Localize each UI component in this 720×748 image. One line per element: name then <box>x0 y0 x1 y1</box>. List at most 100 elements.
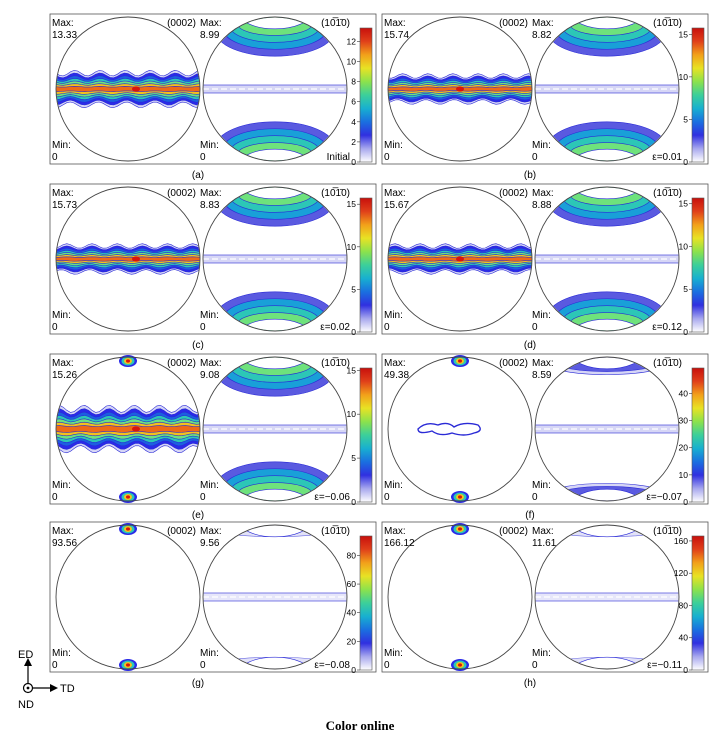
panel-d-prism-min-value: 0 <box>532 322 538 333</box>
panel-b-prism-max-label: Max: <box>532 18 554 29</box>
panel-e-basal-c-pole <box>126 495 130 499</box>
panel-g-basal-min-label: Min: <box>52 648 71 659</box>
panel-e-prism-max-label: Max: <box>200 358 222 369</box>
td-arrowhead <box>50 684 58 692</box>
panel-b-basal-band <box>388 73 532 105</box>
panel-f-prism-max-label: Max: <box>532 358 554 369</box>
panel-f-basal-min-value: 0 <box>384 492 390 503</box>
panel-c-basal-plane: (0002) <box>167 188 196 199</box>
panel-h-colorbar-tick-label: 120 <box>674 568 688 578</box>
panel-d-colorbar-tick-label: 10 <box>679 241 689 251</box>
panel-f-basal-max-value: 49.38 <box>384 370 409 381</box>
panel-h-basal-c-pole <box>458 527 462 531</box>
panel-h-basal-min-value: 0 <box>384 660 390 671</box>
panel-g-basal-max-label: Max: <box>52 526 74 537</box>
panel-c-basal-contour <box>56 256 200 262</box>
panel-c-prism-min-label: Min: <box>200 310 219 321</box>
panel-c: Max:15.73(0002)Min:0Max:8.83(10̅1̄0)Min:… <box>49 183 377 351</box>
panel-c-prism-cap-hole <box>238 187 312 200</box>
panel-b-basal-min-label: Min: <box>384 140 403 151</box>
panel-f-basal-bg <box>388 357 532 501</box>
panel-a-basal-contour <box>56 85 200 93</box>
panel-a-colorbar-tick-label: 10 <box>347 56 357 66</box>
panel-a-colorbar-tick-label: 4 <box>351 117 356 127</box>
panel-f-basal-min-label: Min: <box>384 480 403 491</box>
panel-a-colorbar <box>359 27 373 163</box>
panel-f-colorbar <box>691 367 705 503</box>
panel-g: Max:93.56(0002)Min:0Max:9.56(10̅1̄0)Min:… <box>49 521 377 689</box>
panel-d-basal-min-label: Min: <box>384 310 403 321</box>
panel-a-colorbar-tick-label: 8 <box>351 77 356 87</box>
panel-d-prism-plane: (10̅1̄0) <box>653 187 682 199</box>
panel-g-colorbar-tick-label: 0 <box>351 665 356 675</box>
panel-a-colorbar-tick-label: 6 <box>351 97 356 107</box>
panel-f-colorbar-tick-label: 0 <box>683 497 688 507</box>
panel-e-prism-cap-hole <box>238 357 312 370</box>
panel-c-basal-max-value: 15.73 <box>52 200 77 211</box>
panel-a-colorbar-tick-label: 12 <box>347 36 357 46</box>
panel-c-basal-max-spot <box>132 256 140 262</box>
panel-a-prism-min-value: 0 <box>200 152 206 163</box>
panel-h-prism-cap-hole <box>570 525 644 538</box>
panel-b-basal-max-spot <box>456 86 464 92</box>
panel-a-prism-circle <box>202 16 348 162</box>
nd-dot <box>26 686 30 690</box>
panel-e-colorbar-tick-label: 0 <box>351 497 356 507</box>
panel-a-basal-max-value: 13.33 <box>52 30 77 41</box>
panel-c-basal-min-value: 0 <box>52 322 58 333</box>
panel-d-colorbar <box>691 197 705 333</box>
panel-g-colorbar <box>359 535 373 671</box>
panel-h-prism-min-value: 0 <box>532 660 538 671</box>
panel-c-prism-max-label: Max: <box>200 188 222 199</box>
panel-g-basal-plane: (0002) <box>167 526 196 537</box>
panel-f-colorbar-tick-label: 30 <box>679 416 689 426</box>
panel-d-prism-max-label: Max: <box>532 188 554 199</box>
panel-h-prism-min-label: Min: <box>532 648 551 659</box>
ed-arrowhead <box>24 658 32 666</box>
panel-b: Max:15.74(0002)Min:0Max:8.82(10̅1̄0)Min:… <box>381 13 709 181</box>
panel-f-colorbar-tick-label: 40 <box>679 388 689 398</box>
panel-b-strain-label: ε=0.01 <box>652 152 682 163</box>
panel-e-prism-min-label: Min: <box>200 480 219 491</box>
panel-c-basal-min-label: Min: <box>52 310 71 321</box>
panel-c-prism-cap-hole <box>238 318 312 331</box>
panel-f: Max:49.38(0002)Min:0Max:8.59(10̅1̄0)Min:… <box>381 353 709 521</box>
panel-c-colorbar-tick-label: 10 <box>347 242 357 252</box>
panel-b-prism-max-value: 8.82 <box>532 30 552 41</box>
panel-a-prism-cap-hole <box>238 148 312 161</box>
panel-g-prism-circle <box>202 524 348 670</box>
panel-a-prism-max-value: 8.99 <box>200 30 220 41</box>
panel-e-prism-min-value: 0 <box>200 492 206 503</box>
panel-h-label: (h) <box>524 678 536 689</box>
panel-a-basal-min-label: Min: <box>52 140 71 151</box>
panel-g-basal-bg <box>56 525 200 669</box>
td-label: TD <box>60 683 75 695</box>
panel-e-colorbar <box>359 367 373 503</box>
panel-h-prism-plane: (10̅1̄0) <box>653 525 682 537</box>
panel-b-colorbar-tick-label: 5 <box>683 114 688 124</box>
panel-b-prism-min-label: Min: <box>532 140 551 151</box>
panel-b-prism-circle <box>534 16 680 162</box>
panel-a-basal-max-label: Max: <box>52 18 74 29</box>
panel-f-strain-label: ε=−0.07 <box>646 492 682 503</box>
panel-d-basal-circle <box>387 186 533 332</box>
panel-e-basal-min-value: 0 <box>52 492 58 503</box>
panel-h-basal-circle <box>387 524 533 670</box>
panel-b-prism-plane: (10̅1̄0) <box>653 17 682 29</box>
panel-e-basal-contour <box>56 425 200 433</box>
panel-e-prism-cap-hole <box>238 488 312 501</box>
panel-d-basal-max-label: Max: <box>384 188 406 199</box>
panel-c-prism-min-value: 0 <box>200 322 206 333</box>
panel-f-basal-contour <box>417 422 481 436</box>
panel-f-prism-circle <box>534 356 680 502</box>
panel-c-prism-circle <box>202 186 348 332</box>
panel-c-basal-circle <box>55 186 201 332</box>
panel-h-prism-max-label: Max: <box>532 526 554 537</box>
panel-f-prism-min-value: 0 <box>532 492 538 503</box>
panel-a-label: (a) <box>192 170 204 181</box>
panel-e: Max:15.26(0002)Min:0Max:9.08(10̅1̄0)Min:… <box>49 353 377 521</box>
panel-c-label: (c) <box>192 340 204 351</box>
panel-d-basal-min-value: 0 <box>384 322 390 333</box>
panel-a-prism-min-label: Min: <box>200 140 219 151</box>
